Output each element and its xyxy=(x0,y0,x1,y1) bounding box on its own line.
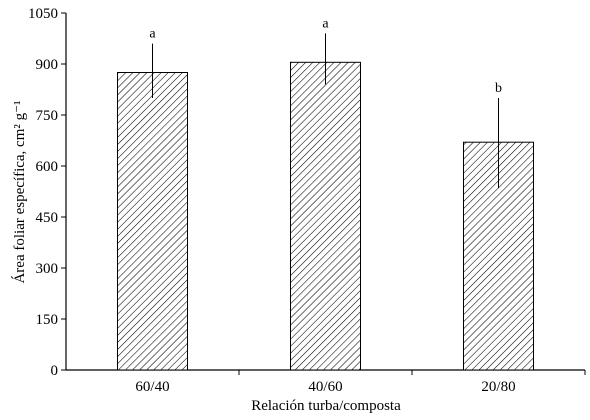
y-tick-label: 900 xyxy=(36,57,59,73)
x-tick-label: 20/80 xyxy=(481,379,515,395)
x-tick-label: 40/60 xyxy=(308,379,342,395)
x-axis-title: Relación turba/composta xyxy=(251,398,401,414)
y-tick-label: 0 xyxy=(51,363,59,379)
x-tick-label: 60/40 xyxy=(135,379,169,395)
significance-label: a xyxy=(149,27,156,42)
y-tick-label: 750 xyxy=(36,108,59,124)
significance-label: b xyxy=(495,81,502,96)
significance-label: a xyxy=(322,16,329,31)
y-tick-label: 1050 xyxy=(28,6,58,22)
bars xyxy=(117,33,534,371)
y-tick-label: 450 xyxy=(36,210,59,226)
bar xyxy=(117,72,188,371)
y-tick-label: 150 xyxy=(36,312,59,328)
y-tick-label: 600 xyxy=(36,159,59,175)
bar xyxy=(290,61,361,371)
y-tick-label: 300 xyxy=(36,261,59,277)
labels: a 60/40 a 40/60 b 20/80 xyxy=(135,16,515,395)
y-axis-title: Área foliar específica, cm² g⁻¹ xyxy=(11,100,28,283)
